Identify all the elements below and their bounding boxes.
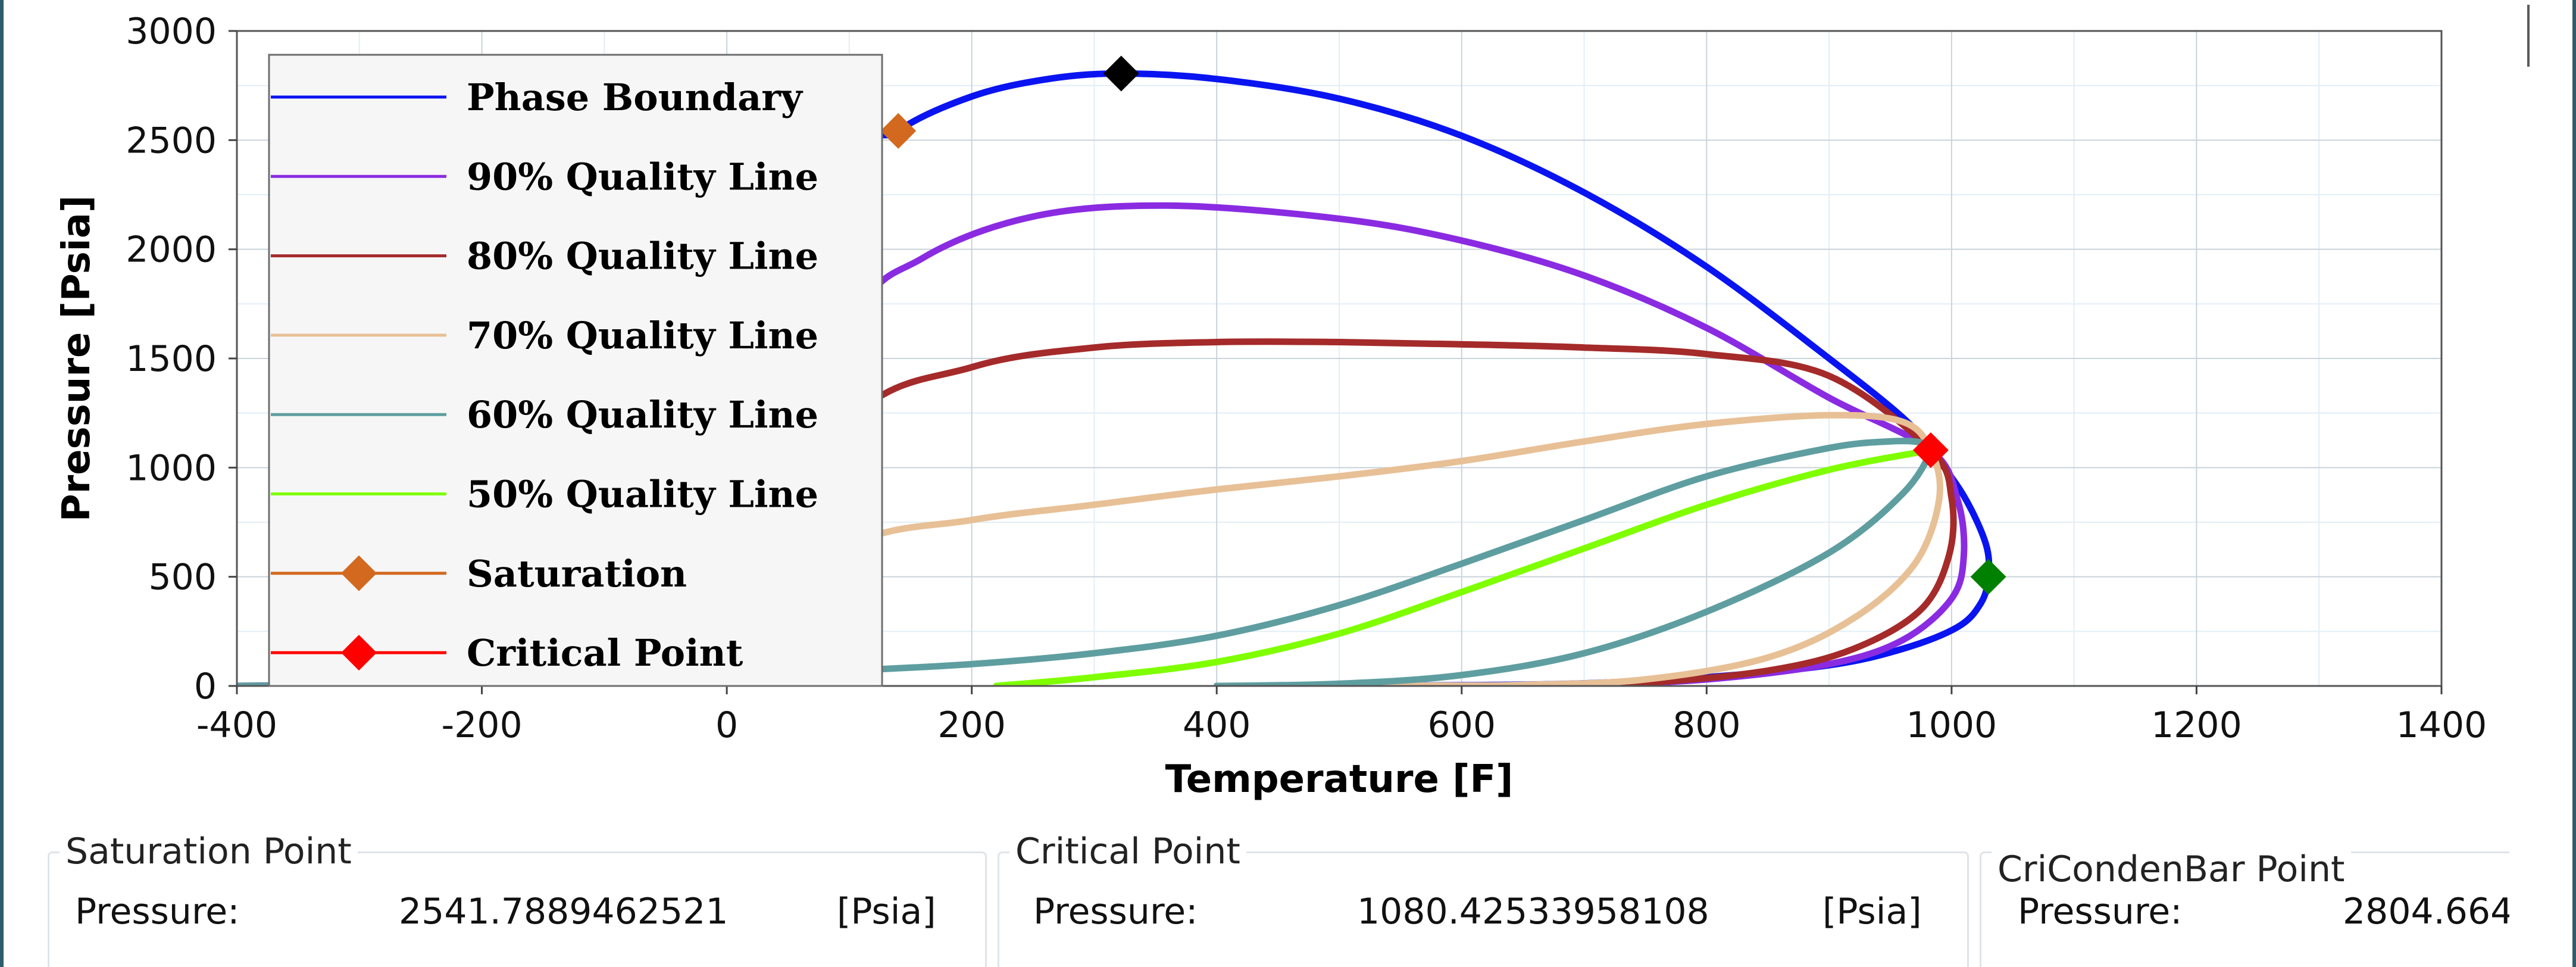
scrollbar-thumb[interactable] [2527, 5, 2530, 67]
legend-label: 90% Quality Line [467, 155, 818, 198]
pressure-value: 1080.42533958108 [1357, 891, 1709, 932]
window-frame-right [2572, 0, 2576, 967]
x-tick-label: -200 [441, 704, 522, 746]
legend-label: Critical Point [467, 631, 743, 675]
x-tick-label: 1200 [2151, 704, 2242, 746]
x-tick-label: 0 [715, 704, 738, 746]
x-tick-label: 400 [1183, 704, 1251, 746]
pressure-value: 2541.7889462521 [399, 891, 729, 932]
legend-marker [341, 555, 377, 591]
legend-label: Phase Boundary [467, 76, 804, 119]
y-tick-label: 0 [194, 666, 217, 707]
y-tick-label: 3000 [126, 11, 217, 52]
x-axis-title: Temperature [F] [1165, 757, 1514, 801]
y-tick-label: 2000 [126, 229, 217, 271]
x-tick-label: 600 [1428, 704, 1496, 746]
y-tick-label: 1000 [126, 447, 217, 489]
pressure-row: Pressure: 2804.664 [1980, 891, 2509, 938]
y-tick-label: 500 [148, 557, 217, 598]
legend-label: 70% Quality Line [467, 314, 818, 357]
critical-point-marker [1912, 432, 1949, 468]
pressure-value: 2804.664 [2343, 891, 2509, 932]
legend-marker [341, 635, 377, 671]
legend-label: 50% Quality Line [467, 473, 818, 516]
pressure-unit: [Psia] [1822, 891, 1922, 932]
x-tick-label: 200 [937, 704, 1006, 746]
phase-envelope-chart: -400 -200 0 200 400 600 800 1000 1200 1400 0 500 100… [55, 11, 2487, 801]
critical-point-group: Critical Point Pressure: 1080.4253395810… [998, 834, 1969, 967]
y-axis-title: Pressure [Psia] [55, 195, 99, 522]
groupbox-title: Saturation Point [60, 834, 358, 869]
legend-label: 80% Quality Line [467, 235, 818, 278]
series-50-quality-line [993, 447, 1934, 686]
pressure-label: Pressure: [75, 891, 240, 932]
point-marker [1970, 559, 2006, 595]
pressure-label: Pressure: [2018, 891, 2183, 932]
x-tick-label: 1000 [1906, 704, 1997, 746]
pressure-row: Pressure: 2541.7889462521 [Psia] [48, 891, 987, 938]
groupbox-title: Critical Point [1009, 834, 1246, 869]
y-tick-label: 1500 [126, 338, 217, 380]
groupbox-border [48, 851, 987, 967]
x-tick-label: -400 [196, 704, 277, 746]
pressure-row: Pressure: 1080.42533958108 [Psia] [998, 891, 1969, 938]
x-tick-label: 1400 [2396, 704, 2487, 746]
point-marker [1103, 55, 1139, 92]
pressure-label: Pressure: [1033, 891, 1198, 932]
saturation-marker [880, 113, 917, 149]
cricondenbar-point-group: CriCondenBar Point Pressure: 2804.664 [1980, 851, 2509, 967]
legend-label: Saturation [467, 552, 687, 595]
pressure-unit: [Psia] [837, 891, 936, 932]
y-tick-label: 2500 [126, 120, 217, 161]
x-tick-label: 800 [1672, 704, 1741, 746]
saturation-point-group: Saturation Point Pressure: 2541.78894625… [48, 834, 987, 967]
groupbox-border [998, 851, 1969, 967]
groupbox-title: CriCondenBar Point [1992, 851, 2351, 887]
legend-label: 60% Quality Line [467, 393, 818, 436]
legend-box [268, 54, 883, 687]
chart-legend: Phase Boundary 90% Quality Line 80% Qualit… [268, 54, 883, 687]
window-frame-left [0, 0, 4, 967]
